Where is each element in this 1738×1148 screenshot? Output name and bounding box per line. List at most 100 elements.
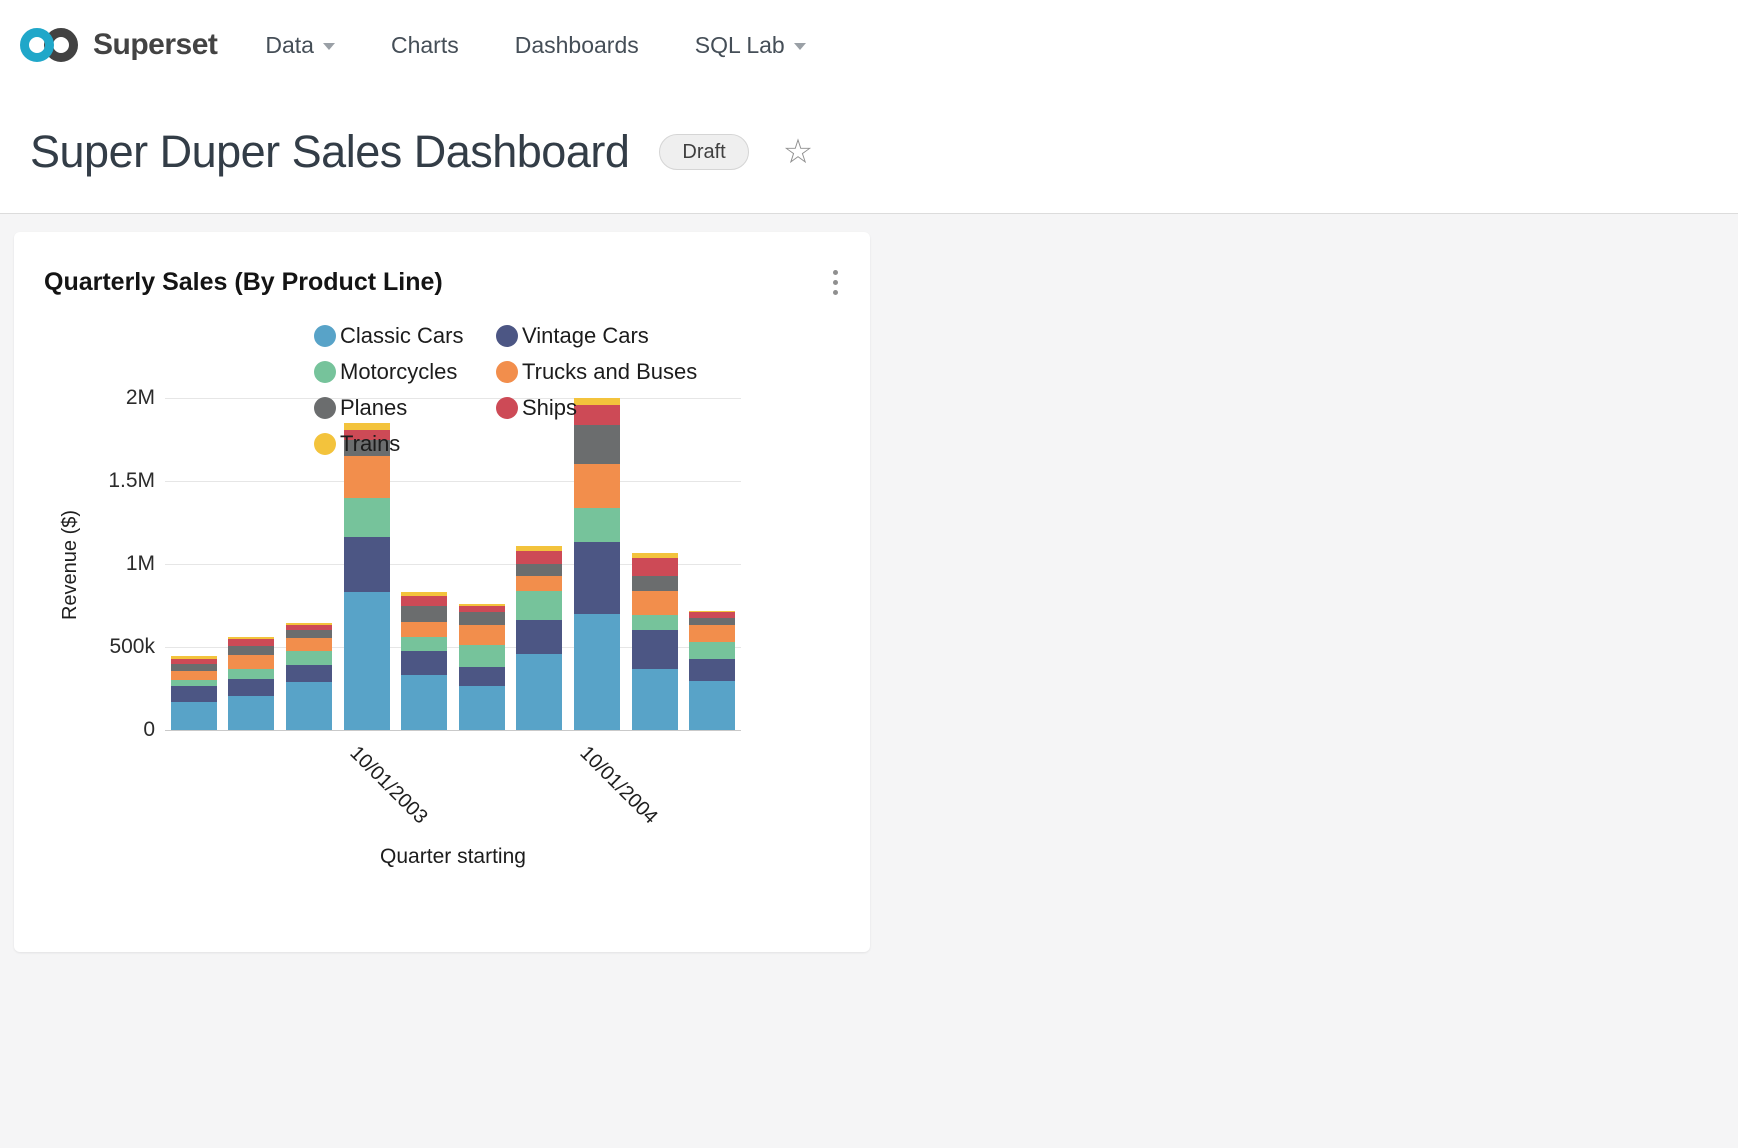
bar-01-01-2003[interactable] <box>170 656 217 730</box>
x-axis-title: Quarter starting <box>380 845 526 868</box>
chart-menu-kebab-icon[interactable] <box>824 265 846 299</box>
bar-segment-classic-cars <box>631 668 678 730</box>
bar-segment-trains <box>516 545 563 551</box>
gridline <box>165 398 741 399</box>
bar-segment-planes <box>689 617 736 626</box>
legend-swatch-icon <box>496 325 518 347</box>
legend-item-trains[interactable]: Trains <box>314 426 496 462</box>
bar-segment-trucks-and-buses <box>689 625 736 643</box>
bar-04-01-2005[interactable] <box>689 610 736 730</box>
bar-segment-ships <box>631 558 678 576</box>
nav-item-data[interactable]: Data <box>265 32 335 59</box>
top-navbar: Superset Data Charts Dashboards SQL Lab <box>0 0 1738 90</box>
x-tick-label: 10/01/2003 <box>345 742 432 829</box>
bar-segment-vintage-cars <box>343 537 390 593</box>
bar-segment-vintage-cars <box>631 630 678 669</box>
bar-segment-motorcycles <box>574 508 620 543</box>
y-tick-label: 1M <box>125 552 155 575</box>
bar-segment-planes <box>170 664 217 672</box>
bar-segment-classic-cars <box>286 681 332 730</box>
bar-segment-trains <box>631 553 678 559</box>
nav-item-dashboards[interactable]: Dashboards <box>515 32 639 59</box>
bar-segment-trains <box>689 610 736 613</box>
bar-segment-trains <box>574 398 620 405</box>
page-title: Super Duper Sales Dashboard <box>30 125 630 177</box>
y-tick-label: 1.5M <box>108 469 155 492</box>
bar-segment-classic-cars <box>458 686 505 730</box>
legend-item-planes[interactable]: Planes <box>314 390 496 426</box>
bar-segment-trucks-and-buses <box>631 590 678 616</box>
y-tick-label: 500k <box>109 635 155 658</box>
legend-item-motorcycles[interactable]: Motorcycles <box>314 354 496 390</box>
bar-04-01-2003[interactable] <box>228 636 275 730</box>
gridline <box>165 564 741 565</box>
legend-label: Ships <box>522 395 578 420</box>
chevron-down-icon <box>322 43 335 50</box>
y-tick-label: 2M <box>125 386 155 409</box>
bar-segment-trucks-and-buses <box>286 637 332 652</box>
bar-segment-trucks-and-buses <box>170 671 217 681</box>
bar-segment-motorcycles <box>689 642 736 660</box>
legend-item-ships[interactable]: Ships <box>496 390 697 426</box>
bar-segment-motorcycles <box>228 668 275 679</box>
bar-segment-vintage-cars <box>228 678 275 696</box>
bar-segment-ships <box>574 404 620 426</box>
chart-legend: Classic Cars Vintage Cars Motorcycles Truck… <box>314 318 697 462</box>
legend-item-trucks-and-buses[interactable]: Trucks and Buses <box>496 354 697 390</box>
dashboard-header: Super Duper Sales Dashboard Draft ☆ <box>0 90 1738 187</box>
legend-swatch-icon <box>314 361 336 383</box>
plot-area <box>165 398 741 731</box>
brand-name: Superset <box>93 28 218 61</box>
bar-segment-ships <box>516 550 563 565</box>
favorite-star-icon[interactable]: ☆ <box>782 132 814 171</box>
superset-logo[interactable]: Superset <box>17 24 218 66</box>
bar-segment-classic-cars <box>170 701 217 730</box>
status-badge: Draft <box>659 133 749 170</box>
legend-label: Classic Cars <box>340 323 464 348</box>
bar-segment-vintage-cars <box>689 659 736 682</box>
bar-segment-trains <box>286 622 332 625</box>
bar-segment-planes <box>574 425 620 464</box>
bar-segment-ships <box>170 658 217 665</box>
bar-07-01-2004[interactable] <box>516 545 563 730</box>
bar-segment-motorcycles <box>170 680 217 687</box>
nav-item-charts[interactable]: Charts <box>391 32 459 59</box>
bar-segment-motorcycles <box>458 645 505 667</box>
bar-segment-ships <box>689 612 736 618</box>
legend-item-classic-cars[interactable]: Classic Cars <box>314 318 496 354</box>
nav-menu: Data Charts Dashboards SQL Lab <box>265 32 806 59</box>
superset-infinity-icon <box>20 28 78 62</box>
bar-segment-vintage-cars <box>574 542 620 614</box>
bar-segment-planes <box>228 646 275 656</box>
bar-segment-trucks-and-buses <box>516 575 563 591</box>
legend-label: Trains <box>340 431 401 456</box>
bar-01-01-2004[interactable] <box>401 592 448 730</box>
nav-item-sql-lab[interactable]: SQL Lab <box>695 32 806 59</box>
bar-10-01-2003[interactable] <box>343 422 390 730</box>
nav-item-label: SQL Lab <box>694 31 785 58</box>
bar-segment-trains <box>458 603 505 606</box>
bar-segment-classic-cars <box>401 675 448 730</box>
bar-07-01-2003[interactable] <box>286 622 332 730</box>
bar-segment-planes <box>286 629 332 638</box>
bar-segment-planes <box>631 575 678 591</box>
bar-segment-planes <box>343 439 390 457</box>
chart-title: Quarterly Sales (By Product Line) <box>44 268 443 296</box>
dashboard-body: Quarterly Sales (By Product Line) Classi… <box>0 213 1738 1148</box>
legend-label: Trucks and Buses <box>522 359 698 384</box>
bar-segment-motorcycles <box>401 637 448 652</box>
bar-04-01-2004[interactable] <box>458 603 505 730</box>
nav-item-label: Dashboards <box>514 31 639 58</box>
bar-segment-planes <box>458 612 505 626</box>
gridline <box>165 481 741 482</box>
chevron-down-icon <box>793 43 806 50</box>
nav-item-label: Charts <box>390 31 459 58</box>
bar-01-01-2005[interactable] <box>631 553 678 730</box>
bar-segment-classic-cars <box>516 654 563 730</box>
bar-10-01-2004[interactable] <box>574 398 620 730</box>
legend-label: Vintage Cars <box>522 323 649 348</box>
x-tick-label: 10/01/2004 <box>575 742 662 829</box>
bar-segment-vintage-cars <box>401 651 448 676</box>
legend-item-vintage-cars[interactable]: Vintage Cars <box>496 318 697 354</box>
bar-segment-ships <box>343 429 390 440</box>
